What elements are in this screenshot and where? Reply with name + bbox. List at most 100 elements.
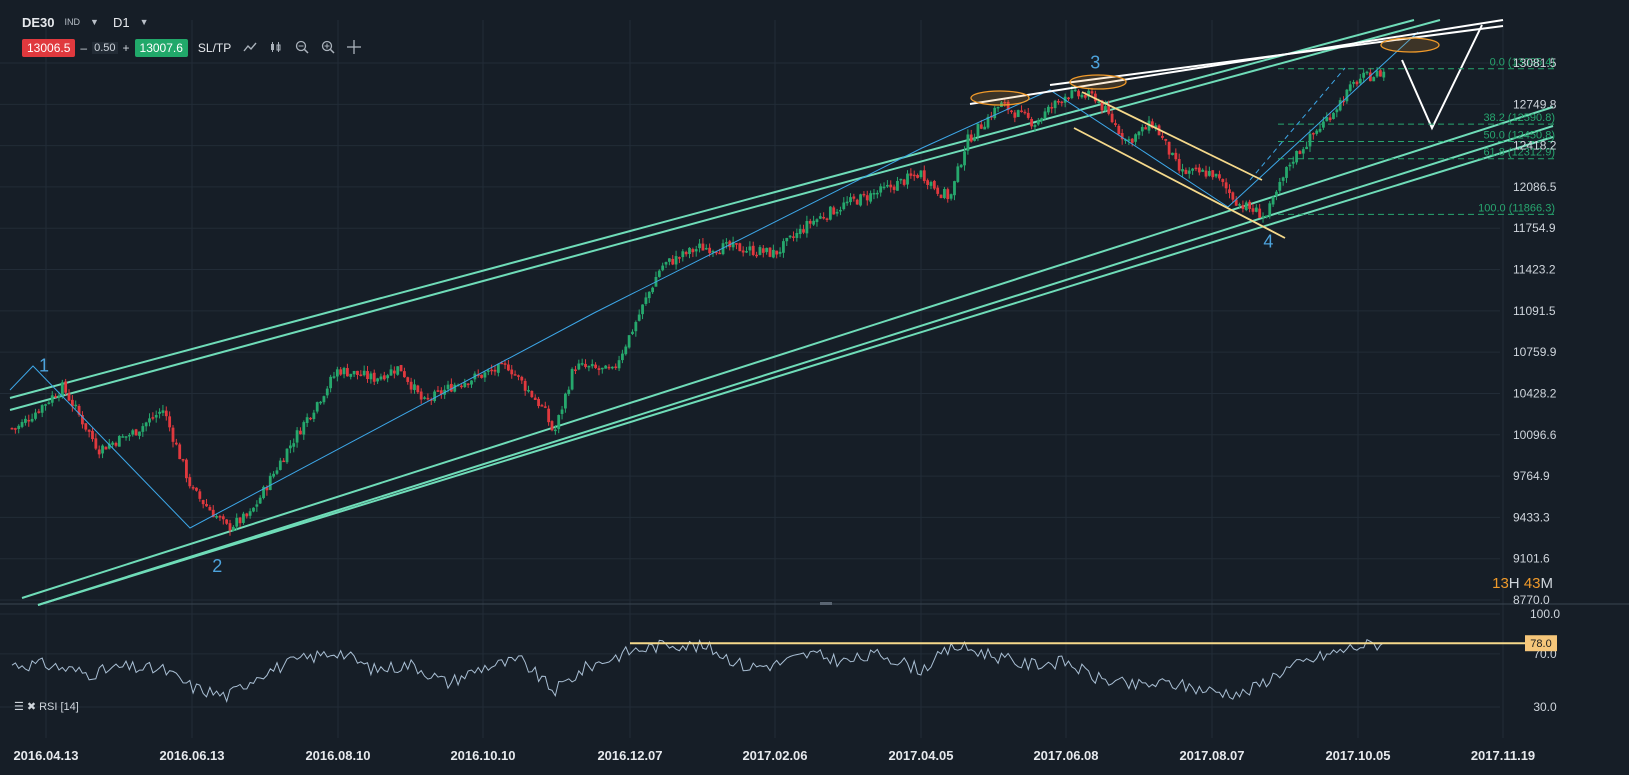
candle-up	[1358, 78, 1362, 84]
candle-up	[798, 228, 802, 234]
candle-down	[299, 430, 302, 435]
candle-up	[302, 422, 306, 435]
candle-up	[560, 409, 564, 414]
candle-down	[1060, 101, 1064, 104]
fibonacci-levels: 0.0 (13035.4) 38.2 (12590.8) 50.0 (12450.8…	[1278, 57, 1555, 215]
close-icon[interactable]: ✖	[26, 701, 37, 713]
sltp-button[interactable]: SL/TP	[197, 41, 232, 55]
candle-up	[312, 412, 316, 420]
candle-up	[20, 422, 24, 427]
candle-down	[530, 390, 534, 398]
candle-up	[349, 373, 353, 377]
candle-up	[342, 367, 346, 375]
candle-down	[862, 193, 866, 196]
candle-up	[1375, 70, 1379, 77]
symbol-label[interactable]: DE30	[22, 14, 55, 30]
candle-up	[604, 365, 608, 369]
candle-down	[714, 251, 718, 254]
candle-up	[379, 376, 383, 380]
candle-down	[902, 179, 906, 185]
candle-down	[356, 370, 359, 375]
candle-up	[1285, 166, 1288, 178]
candle-down	[70, 399, 74, 407]
candle-down	[755, 254, 758, 257]
candle-down	[1026, 112, 1030, 118]
candle-up	[1365, 71, 1369, 74]
candle-down	[671, 258, 675, 265]
candle-up	[252, 507, 255, 512]
candle-down	[1228, 189, 1231, 194]
candle-up	[674, 256, 678, 265]
candle-up	[1087, 90, 1091, 97]
price-tick-label: 10096.6	[1513, 428, 1557, 442]
sell-price-button[interactable]: 13006.5	[22, 39, 76, 57]
timer-hours-unit: H	[1508, 575, 1520, 592]
candle-up	[322, 396, 326, 403]
candle-up	[704, 247, 708, 250]
buy-price-button[interactable]: 13007.6	[134, 39, 188, 57]
line-chart-icon[interactable]	[243, 40, 257, 56]
candle-down	[37, 411, 41, 413]
candle-down	[500, 362, 504, 365]
candle-down	[1110, 113, 1114, 123]
chevron-down-icon[interactable]: ▼	[90, 17, 99, 27]
highlight-ellipse	[1069, 74, 1127, 90]
candle-up	[1191, 168, 1195, 171]
candle-down	[1251, 208, 1255, 212]
spread-plus-button[interactable]: +	[122, 41, 130, 55]
candle-up	[882, 186, 886, 189]
candle-up	[1134, 134, 1137, 142]
candles-icon[interactable]	[269, 40, 283, 56]
candle-up	[963, 151, 966, 166]
rsi-label-text: RSI [14]	[39, 700, 79, 713]
correction-channel-line	[1073, 127, 1286, 239]
candle-down	[550, 421, 554, 431]
candle-up	[258, 497, 262, 504]
candle-down	[1083, 95, 1087, 98]
candle-up	[859, 194, 862, 206]
candle-down	[1117, 125, 1121, 135]
candle-down	[225, 519, 229, 524]
candle-down	[1197, 167, 1201, 173]
rsi-indicator-label[interactable]: ☰ ✖ RSI [14]	[14, 700, 79, 714]
candle-down	[926, 180, 930, 185]
candle-down	[855, 199, 859, 205]
candle-down	[1342, 100, 1345, 103]
candle-down	[188, 477, 192, 487]
crosshair-icon[interactable]	[347, 39, 362, 57]
candle-up	[986, 116, 990, 128]
candle-down	[91, 430, 94, 440]
spread-minus-button[interactable]: –	[80, 41, 88, 55]
channel-line	[37, 136, 1554, 606]
candle-down	[825, 218, 829, 220]
candle-up	[1016, 110, 1020, 117]
candle-down	[97, 449, 101, 455]
price-tick-label: 9764.9	[1513, 469, 1550, 483]
candle-down	[265, 487, 269, 491]
spread-value: 0.50	[92, 42, 118, 54]
candle-up	[624, 346, 628, 355]
zoom-out-icon[interactable]	[295, 40, 309, 57]
menu-icon[interactable]: ☰	[14, 701, 24, 713]
candle-down	[832, 207, 836, 215]
wave-line	[9, 31, 1419, 529]
candle-up	[872, 192, 876, 195]
zoom-in-icon[interactable]	[321, 40, 335, 57]
candle-up	[788, 235, 792, 238]
candle-down	[1368, 72, 1372, 82]
candle-up	[1137, 131, 1141, 136]
candle-up	[1201, 169, 1205, 172]
candle-up	[681, 251, 685, 258]
rsi-tick-label: 100.0	[1530, 607, 1560, 621]
timer-hours: 13	[1492, 575, 1509, 592]
timeframe-label[interactable]: D1	[112, 14, 130, 30]
candle-up	[667, 258, 671, 262]
chevron-down-icon[interactable]: ▼	[139, 17, 149, 27]
candle-up	[953, 181, 956, 196]
candle-down	[114, 442, 118, 446]
candle-up	[1070, 90, 1074, 99]
candle-down	[460, 385, 463, 388]
candle-up	[1345, 89, 1349, 102]
candle-up	[634, 322, 638, 332]
